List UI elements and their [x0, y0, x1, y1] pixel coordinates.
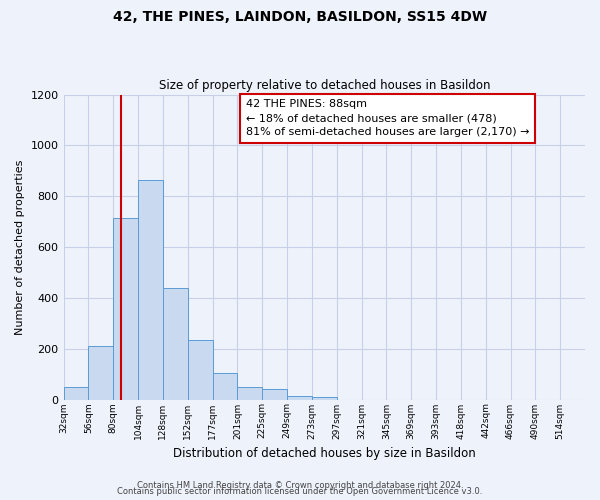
Text: 42, THE PINES, LAINDON, BASILDON, SS15 4DW: 42, THE PINES, LAINDON, BASILDON, SS15 4…	[113, 10, 487, 24]
Y-axis label: Number of detached properties: Number of detached properties	[15, 160, 25, 334]
Text: Contains public sector information licensed under the Open Government Licence v3: Contains public sector information licen…	[118, 487, 482, 496]
X-axis label: Distribution of detached houses by size in Basildon: Distribution of detached houses by size …	[173, 447, 476, 460]
Bar	[88, 346, 113, 400]
Bar	[238, 387, 262, 400]
Text: 42 THE PINES: 88sqm
← 18% of detached houses are smaller (478)
81% of semi-detac: 42 THE PINES: 88sqm ← 18% of detached ho…	[246, 99, 530, 137]
Bar	[113, 218, 138, 400]
Bar	[188, 340, 212, 400]
Bar	[262, 390, 287, 400]
Bar	[212, 373, 238, 400]
Bar	[163, 288, 188, 400]
Text: Contains HM Land Registry data © Crown copyright and database right 2024.: Contains HM Land Registry data © Crown c…	[137, 481, 463, 490]
Bar	[64, 387, 88, 400]
Title: Size of property relative to detached houses in Basildon: Size of property relative to detached ho…	[158, 79, 490, 92]
Bar	[312, 397, 337, 400]
Bar	[287, 396, 312, 400]
Bar	[138, 180, 163, 400]
